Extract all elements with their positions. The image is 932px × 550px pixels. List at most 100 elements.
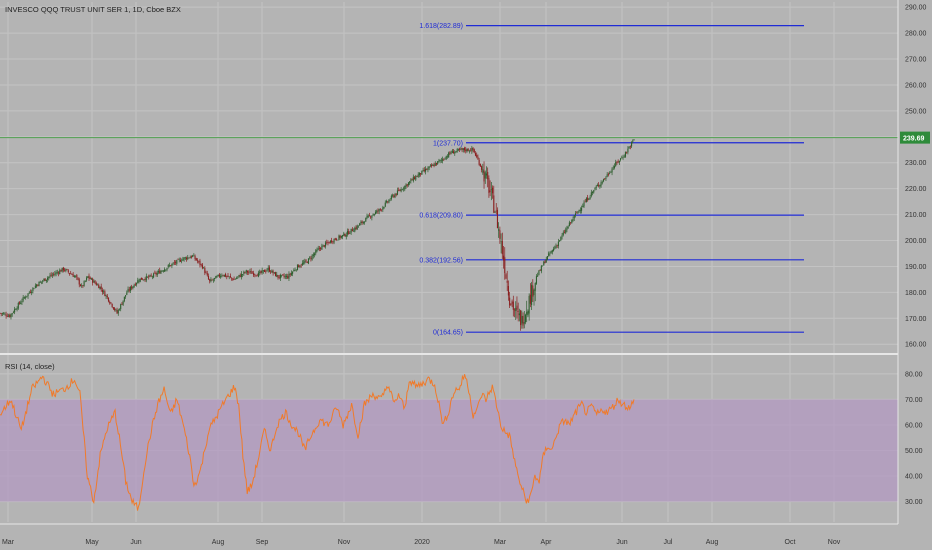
candle-body xyxy=(421,170,423,175)
candle-body xyxy=(164,269,166,272)
candle-body xyxy=(453,151,455,154)
candle-body xyxy=(216,276,218,278)
candle-body xyxy=(563,232,566,234)
candle-body xyxy=(395,193,397,195)
candle-body xyxy=(28,292,30,294)
candle-body xyxy=(228,276,230,278)
candle-body xyxy=(1,313,3,315)
candle-body xyxy=(312,254,314,256)
candle-body xyxy=(346,231,349,235)
candle-body xyxy=(88,275,90,279)
candle-body xyxy=(465,149,467,152)
candle-body xyxy=(550,251,552,254)
candle-body xyxy=(500,241,502,242)
candle-body xyxy=(545,259,547,263)
candle-body xyxy=(72,274,74,277)
candle-body xyxy=(335,239,338,240)
candle-body xyxy=(351,229,353,232)
candle-body xyxy=(4,313,6,315)
candle-body xyxy=(378,208,380,212)
candle-body xyxy=(200,264,202,265)
candle-body xyxy=(426,169,428,171)
fib-levels: 1.618(282.89) 1(237.70) 0.618(209.80) 0.382… xyxy=(0,23,898,337)
candle-body xyxy=(212,279,214,281)
candle-body xyxy=(265,271,267,273)
candle-body xyxy=(16,308,18,310)
candle-body xyxy=(538,270,540,275)
candle-body xyxy=(496,209,498,229)
candle-body xyxy=(427,167,429,170)
candle-body xyxy=(420,173,422,175)
candle-body xyxy=(445,156,447,159)
candle-body xyxy=(568,222,570,227)
candle-body xyxy=(123,296,125,301)
price-tick-label: 210.00 xyxy=(905,212,927,219)
candle-body xyxy=(55,272,57,274)
candle-body xyxy=(493,195,495,213)
candle-body xyxy=(624,152,627,157)
candle-body xyxy=(455,151,457,153)
candle-body xyxy=(10,313,12,318)
candle-body xyxy=(373,213,375,215)
candle-body xyxy=(18,302,21,304)
candle-body xyxy=(389,199,391,201)
candle-body xyxy=(329,240,331,243)
price-tick-label: 200.00 xyxy=(905,238,927,245)
symbol-title: INVESCO QQQ TRUST UNIT SER 1, 1D, Cboe B… xyxy=(5,5,181,14)
candle-body xyxy=(307,258,310,264)
fib-label: 0(164.65) xyxy=(433,330,463,337)
candle-body xyxy=(415,176,417,180)
candle-body xyxy=(537,275,539,277)
candle-body xyxy=(122,300,124,305)
candle-body xyxy=(338,235,340,240)
fib-label: 0.618(209.80) xyxy=(419,213,463,220)
candle-body xyxy=(501,241,503,255)
candle-body xyxy=(588,198,590,200)
candle-body xyxy=(304,260,306,263)
candle-body xyxy=(523,322,525,324)
candle-body xyxy=(222,275,224,277)
candle-body xyxy=(56,272,58,273)
time-tick-label: Jun xyxy=(616,539,627,546)
candle-body xyxy=(82,285,84,287)
price-tick-label: 180.00 xyxy=(905,290,927,297)
candle-body xyxy=(392,195,394,197)
candle-body xyxy=(615,162,617,167)
candle-body xyxy=(383,206,385,208)
candle-body xyxy=(468,150,470,152)
candle-body xyxy=(170,265,172,267)
candle-body xyxy=(277,275,279,278)
candle-body xyxy=(189,257,191,259)
candle-body xyxy=(129,287,132,291)
candle-body xyxy=(524,314,527,323)
candle-body xyxy=(472,147,474,150)
candle-body xyxy=(282,274,284,276)
candle-body xyxy=(362,221,364,224)
candle-body xyxy=(15,309,17,310)
candle-body xyxy=(552,248,555,251)
candle-body xyxy=(461,148,463,150)
candle-body xyxy=(621,157,623,159)
candle-body xyxy=(54,273,56,275)
candle-body xyxy=(612,167,614,169)
candle-body xyxy=(573,215,575,219)
candle-body xyxy=(532,285,534,297)
candle-body xyxy=(64,269,66,271)
time-axis-bg xyxy=(0,524,932,550)
candle-body xyxy=(314,253,316,256)
candle-body xyxy=(516,305,518,310)
candle-body xyxy=(11,313,13,315)
candle-body xyxy=(478,159,480,165)
candle-body xyxy=(48,276,50,278)
candle-body xyxy=(257,272,260,277)
candle-body xyxy=(75,275,77,277)
candle-body xyxy=(393,195,395,197)
candle-body xyxy=(396,190,399,195)
price-tick-label: 280.00 xyxy=(905,31,927,38)
candle-body xyxy=(101,290,103,292)
candle-body xyxy=(7,315,10,317)
candle-body xyxy=(479,163,481,167)
last-price-badge xyxy=(900,131,930,144)
candle-body xyxy=(605,177,607,179)
candle-body xyxy=(289,273,291,275)
